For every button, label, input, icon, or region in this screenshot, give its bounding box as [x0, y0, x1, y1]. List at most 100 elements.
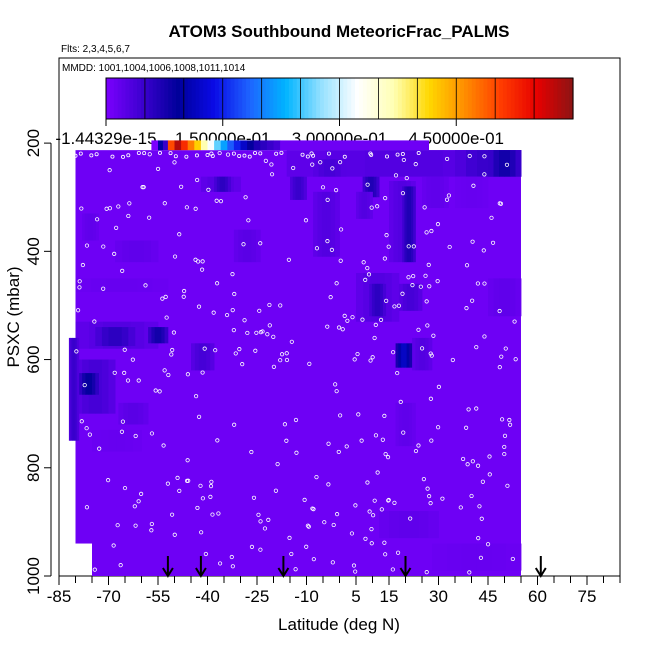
- observation-point: [291, 165, 296, 171]
- observation-point: [485, 542, 491, 547]
- heatmap-cell: [402, 402, 406, 447]
- observation-points: [73, 150, 518, 575]
- observation-point: [142, 151, 147, 156]
- observation-point: [247, 154, 252, 159]
- observation-point: [507, 417, 512, 423]
- heatmap-cell: [398, 402, 403, 447]
- observation-point: [333, 382, 338, 387]
- observation-point: [460, 456, 466, 462]
- colorbar-swatch: [156, 78, 162, 119]
- observation-point: [181, 294, 186, 299]
- heatmap-cell: [303, 176, 307, 200]
- colorbar-swatch: [502, 78, 508, 119]
- observation-point: [275, 462, 280, 467]
- heatmap-cell: [408, 511, 420, 539]
- observation-point: [368, 358, 373, 363]
- colorbar-swatch: [207, 78, 212, 119]
- heatmap-cell: [471, 176, 478, 209]
- observation-point: [331, 522, 336, 528]
- observation-point: [126, 213, 131, 219]
- observation-point: [400, 291, 405, 296]
- y-tick-label: 400: [24, 237, 43, 265]
- colorbar-swatch: [452, 78, 457, 119]
- observation-point: [230, 564, 235, 569]
- observation-point: [160, 296, 165, 301]
- observation-point: [112, 251, 117, 256]
- colorbar-swatch: [569, 78, 574, 119]
- observation-point: [325, 324, 330, 329]
- observation-point: [157, 150, 162, 155]
- observation-point: [386, 497, 391, 503]
- colorbar-swatch: [168, 78, 173, 119]
- observation-point: [184, 154, 189, 159]
- colorbar-swatch: [249, 78, 255, 119]
- colorbar-swatch: [141, 78, 146, 119]
- colorbar-swatch: [121, 78, 127, 119]
- observation-point: [464, 425, 469, 430]
- heatmap-cell: [422, 337, 426, 371]
- heatmap-cell: [242, 229, 248, 263]
- colorbar-swatch: [113, 78, 119, 119]
- observation-point: [355, 351, 360, 357]
- observation-point: [344, 444, 349, 449]
- colorbar-swatch: [164, 78, 169, 119]
- colorbar-swatch: [312, 78, 317, 119]
- colorbar-swatch: [172, 78, 177, 119]
- heatmap-cell: [273, 140, 281, 151]
- colorbar-swatch: [320, 78, 325, 119]
- heatmap-cell: [77, 337, 80, 441]
- colorbar-swatch: [343, 78, 348, 119]
- colorbar-swatch: [265, 78, 271, 119]
- colorbar-swatch: [176, 78, 181, 119]
- heatmap-cell: [499, 278, 505, 317]
- observation-point: [502, 433, 508, 438]
- heatmap-cell: [70, 337, 73, 441]
- heatmap-cell: [233, 176, 241, 192]
- observation-point: [269, 172, 275, 177]
- observation-point: [262, 526, 268, 531]
- colorbar-swatch: [487, 78, 492, 119]
- observation-point: [328, 295, 333, 300]
- observation-point: [367, 509, 372, 514]
- observation-point: [210, 512, 215, 517]
- heatmap-cell: [207, 140, 215, 151]
- observation-point: [237, 153, 242, 158]
- observation-point: [231, 151, 236, 156]
- observation-point: [396, 303, 401, 308]
- observation-point: [106, 478, 111, 483]
- observation-point: [89, 153, 94, 158]
- heatmap-cell: [202, 343, 207, 371]
- heatmap-cell: [233, 140, 241, 151]
- heatmap-cell: [90, 213, 94, 241]
- colorbar-swatch: [331, 78, 337, 119]
- heatmap-cell: [219, 176, 223, 192]
- x-tick-label: -25: [245, 587, 270, 606]
- observation-point: [334, 389, 339, 394]
- heatmap-cell: [95, 373, 99, 395]
- observation-point: [363, 536, 368, 541]
- heatmap-cell: [362, 176, 366, 198]
- heatmap-cell: [210, 343, 215, 371]
- observation-point: [218, 199, 224, 204]
- observation-point: [258, 151, 263, 156]
- observation-point: [370, 355, 375, 360]
- observation-point: [340, 327, 345, 332]
- observation-point: [369, 205, 374, 210]
- heatmap-cell: [406, 186, 410, 263]
- observation-point: [385, 455, 391, 460]
- colorbar-swatch: [464, 78, 469, 119]
- observation-point: [476, 536, 481, 541]
- heatmap-cell: [84, 213, 88, 241]
- observation-point: [410, 283, 415, 288]
- observation-point: [171, 330, 177, 335]
- heatmap-cell: [368, 176, 372, 198]
- colorbar-swatch: [432, 78, 438, 119]
- observation-point: [136, 378, 141, 383]
- observation-point: [504, 162, 510, 167]
- colorbar-swatch: [514, 78, 520, 119]
- observation-point: [196, 304, 202, 309]
- observation-point: [172, 160, 177, 165]
- heatmap-cell: [488, 150, 494, 177]
- colorbar-swatch: [300, 78, 306, 119]
- colorbar-swatch: [417, 78, 422, 119]
